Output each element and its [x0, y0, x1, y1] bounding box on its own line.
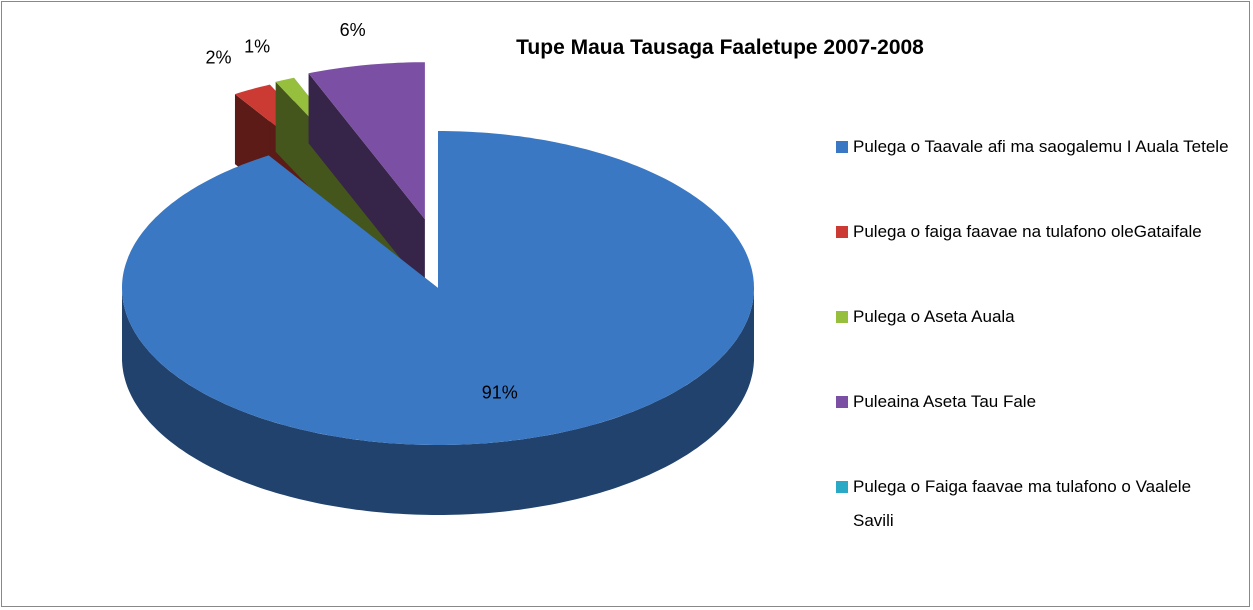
- data-label: 1%: [244, 37, 270, 57]
- legend-item: Pulega o Aseta Auala: [836, 300, 1236, 334]
- data-label: 91%: [482, 382, 518, 402]
- legend-item: Puleaina Aseta Tau Fale: [836, 385, 1236, 419]
- legend-item: Pulega o faiga faavae na tulafono oleGat…: [836, 215, 1236, 249]
- legend-swatch: [836, 481, 848, 493]
- legend-label: Pulega o Taavale afi ma saogalemu I Aual…: [853, 137, 1229, 156]
- slice-cut-wall: [308, 73, 425, 290]
- legend-swatch: [836, 141, 848, 153]
- chart-title: Tupe Maua Tausaga Faaletupe 2007-2008: [516, 36, 924, 59]
- legend-item: Pulega o Faiga faavae ma tulafono o Vaal…: [836, 470, 1236, 538]
- legend-item: Pulega o Taavale afi ma saogalemu I Aual…: [836, 130, 1236, 164]
- legend-swatch: [836, 311, 848, 323]
- legend-swatch: [836, 396, 848, 408]
- legend-label: Puleaina Aseta Tau Fale: [853, 392, 1037, 411]
- legend-label: Pulega o faiga faavae na tulafono oleGat…: [853, 222, 1202, 241]
- data-label: 6%: [340, 20, 366, 40]
- legend-label: Pulega o Faiga faavae ma tulafono o Vaal…: [853, 477, 1192, 530]
- legend-label: Pulega o Aseta Auala: [853, 307, 1015, 326]
- slice-side: [122, 288, 754, 515]
- data-label: 2%: [206, 48, 232, 68]
- slice: [122, 131, 754, 445]
- slice: [308, 62, 425, 220]
- legend-swatch: [836, 226, 848, 238]
